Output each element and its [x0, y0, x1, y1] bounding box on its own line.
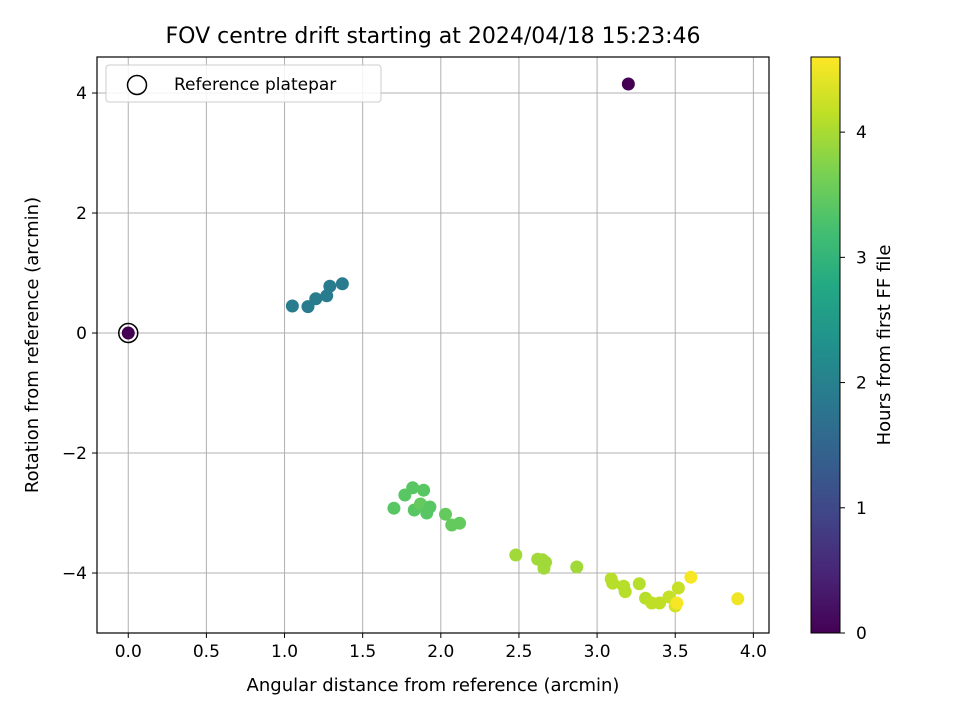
legend-marker-reference-platepar — [126, 74, 148, 96]
data-point — [406, 481, 420, 495]
data-point — [417, 483, 431, 497]
x-tick-label: 0.0 — [115, 642, 142, 662]
data-point — [335, 277, 349, 291]
colorbar-tick-label: 2 — [856, 374, 867, 394]
legend-label-reference-platepar: Reference platepar — [174, 75, 336, 95]
data-point — [684, 570, 698, 584]
colorbar-tick-label: 1 — [856, 499, 867, 519]
y-tick-label: 2 — [76, 204, 87, 224]
data-points — [118, 77, 745, 613]
grid-lines — [97, 57, 769, 633]
y-tick-label: −2 — [62, 444, 87, 464]
data-point — [121, 326, 135, 340]
data-point — [387, 501, 401, 515]
data-point — [671, 581, 685, 595]
legend-box — [105, 64, 382, 103]
data-point — [453, 516, 467, 530]
x-tick-label: 2.5 — [505, 642, 532, 662]
data-point — [323, 279, 337, 293]
chart-title: FOV centre drift starting at 2024/04/18 … — [166, 24, 701, 49]
x-tick-label: 2.0 — [427, 642, 454, 662]
colorbar-tick-label: 0 — [856, 624, 867, 644]
data-point — [618, 585, 632, 599]
axis-ticks: 0.0 0.5 1.0 1.5 2.0 2.5 3.0 3.5 4.0 −4 −2 0 2 4 — [62, 84, 767, 662]
plot-frame — [96, 56, 770, 634]
legend: Reference platepar — [105, 64, 382, 103]
x-tick-label: 1.0 — [271, 642, 298, 662]
colorbar-ticks: 0 1 2 3 4 — [840, 123, 867, 644]
y-tick-label: 0 — [76, 324, 87, 344]
data-point — [731, 592, 745, 606]
data-point — [539, 555, 553, 569]
data-point — [670, 596, 684, 610]
data-point — [423, 500, 437, 514]
data-point — [439, 507, 453, 521]
data-point — [285, 299, 299, 313]
data-point — [653, 596, 667, 610]
x-tick-label: 0.5 — [193, 642, 220, 662]
data-point — [509, 548, 523, 562]
x-tick-label: 3.0 — [584, 642, 611, 662]
reference-platepar-marker — [118, 322, 139, 344]
y-tick-label: −4 — [62, 564, 87, 584]
colorbar: 0 1 2 3 4 Hours from first FF file — [810, 56, 895, 644]
x-axis-label: Angular distance from reference (arcmin) — [247, 675, 620, 696]
colorbar-label: Hours from first FF file — [874, 245, 895, 446]
colorbar-tick-label: 4 — [856, 123, 867, 143]
y-axis-label: Rotation from reference (arcmin) — [22, 197, 43, 493]
y-tick-label: 4 — [76, 84, 87, 104]
x-tick-label: 3.5 — [662, 642, 689, 662]
data-point — [606, 576, 620, 590]
data-point — [570, 560, 584, 574]
data-point — [309, 292, 323, 306]
data-point — [621, 77, 635, 91]
x-tick-label: 1.5 — [349, 642, 376, 662]
data-point — [632, 577, 646, 591]
x-tick-label: 4.0 — [740, 642, 767, 662]
colorbar-gradient — [810, 56, 841, 634]
colorbar-tick-label: 3 — [856, 248, 867, 268]
